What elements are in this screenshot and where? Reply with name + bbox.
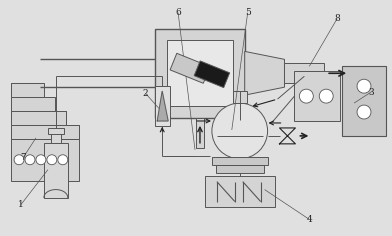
Bar [294, 71, 340, 121]
Text: 5: 5 [245, 8, 250, 17]
Polygon shape [170, 53, 210, 83]
Text: 6: 6 [175, 8, 181, 17]
Bar [233, 91, 247, 103]
Circle shape [357, 105, 371, 119]
Bar [44, 143, 68, 198]
Circle shape [36, 155, 46, 165]
Circle shape [299, 89, 313, 103]
Circle shape [14, 155, 24, 165]
Bar [11, 111, 66, 125]
Bar [196, 118, 204, 148]
Bar [51, 133, 61, 143]
Text: 2: 2 [142, 89, 148, 98]
Text: 4: 4 [307, 215, 312, 224]
Bar [11, 97, 55, 111]
Circle shape [212, 103, 268, 159]
Bar [48, 128, 64, 134]
Bar [167, 40, 233, 106]
Circle shape [58, 155, 68, 165]
Circle shape [47, 155, 57, 165]
Text: 1: 1 [18, 200, 24, 209]
Bar [11, 83, 44, 97]
Polygon shape [194, 61, 230, 88]
Polygon shape [245, 51, 285, 95]
Bar [216, 165, 263, 173]
Polygon shape [11, 83, 79, 139]
Bar [342, 66, 386, 136]
Circle shape [319, 89, 333, 103]
Text: 7: 7 [20, 153, 26, 162]
Bar [155, 29, 245, 118]
Text: 8: 8 [334, 14, 340, 23]
Polygon shape [157, 91, 168, 121]
Bar [285, 63, 324, 83]
Circle shape [357, 79, 371, 93]
Circle shape [25, 155, 35, 165]
Text: 3: 3 [368, 88, 374, 97]
Bar [11, 139, 79, 181]
Bar [11, 125, 79, 139]
Bar [205, 176, 274, 207]
Bar [155, 86, 170, 126]
Bar [212, 157, 268, 165]
